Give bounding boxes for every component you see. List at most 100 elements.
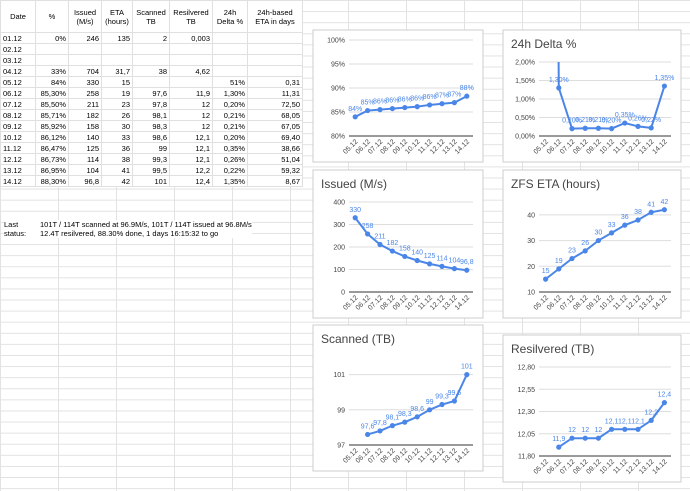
header-cell: Resilvered TB [169,0,213,33]
data-label: 87% [447,92,461,99]
chart: Issued (M/s)010020030040005.1206.1207.12… [312,169,484,319]
point [389,248,395,254]
chart-title: ZFS ETA (hours) [511,177,600,191]
point [377,241,383,248]
y-tick-label: 101 [333,372,345,379]
chart-title: Resilvered (TB) [511,342,594,356]
chart-frame [312,29,484,163]
point [427,102,433,108]
y-tick-label: 0 [341,290,345,297]
point [661,400,668,406]
y-tick-label: 12,80 [517,365,535,372]
point [661,207,668,213]
data-label: 258 [362,223,374,230]
line [354,217,467,272]
data-label: 86% [398,97,412,104]
y-tick-label: 0,50% [515,115,535,122]
chart-frame [312,169,484,319]
data-label: 23 [568,248,576,255]
line [354,95,468,118]
y-tick-label: 90% [331,86,345,93]
data-label: 19 [555,258,563,265]
y-tick-label: 0,00% [515,134,535,141]
data-label: 12 [568,427,576,434]
point [556,85,562,91]
data-label: 97,8 [373,420,387,427]
point [569,126,575,132]
point [635,217,641,223]
point [648,125,654,131]
data-label: 12,4 [658,392,672,399]
point [402,253,408,260]
data-label: 42 [661,199,669,206]
chart: Resilvered (TB) 11,80 12,05 12,30 12,55 12,80… [502,334,682,483]
data-label: 12,1 [618,418,632,425]
point [622,120,628,126]
row: 01.12 0% 246 135 2 0,003 [0,32,303,44]
data-label: 330 [349,207,361,214]
point [414,414,420,420]
data-label: 114 [436,255,447,262]
chart-title: Issued (M/s) [321,177,387,191]
y-tick-label: 30 [527,238,535,245]
point [389,105,395,112]
data-label: 0,20% [602,118,622,125]
point [414,104,420,110]
y-tick-label: 300 [333,222,345,229]
point [451,266,457,272]
data-label: 158 [399,245,411,252]
point [648,417,654,423]
point [451,398,457,404]
data-label: 86% [373,99,387,106]
data-label: 104 [449,258,461,265]
point [365,231,371,237]
data-label: 0,22% [641,117,661,124]
data-label: 12,2 [644,409,658,416]
point [661,83,668,89]
point [582,125,588,131]
row: 03.12 [0,54,303,66]
row: 13.12 86,95% 104 41 99,5 12,2 0,22% 59,32 [0,164,303,176]
point [622,222,628,228]
data-label: 26 [581,240,589,247]
data-label: 38 [634,209,642,216]
y-tick-label: 85% [331,110,345,117]
header-cell: Date [0,0,36,33]
point [582,248,588,254]
data-label: 96,8 [460,259,474,266]
data-label: 30 [595,230,603,237]
data-label: 0,21% [575,117,595,124]
point [648,209,654,215]
chart: ZFS ETA (hours)1020304005.1206.1207.1208… [502,169,682,319]
data-label: 33 [608,222,616,229]
point [556,266,562,272]
chart-title: Scanned (TB) [321,332,395,346]
data-label: 1,30% [549,77,569,84]
chart: 80%85%90%95%100%05.1206.1207.1208.1209.1… [312,29,484,163]
data-label: 12,1 [605,418,619,425]
cell: 8,67 [247,175,303,187]
data-label: 85% [361,100,375,107]
chart-frame [502,169,682,319]
y-tick-label: 200 [333,245,345,252]
y-tick-label: 95% [331,62,345,69]
point [377,428,383,434]
data-label: 98,1 [386,415,400,422]
chart: Scanned (TB)979910105.1206.1207.1208.120… [312,324,484,472]
header-cell: 24h-based ETA in days [247,0,303,33]
y-tick-label: 12,05 [517,431,535,438]
y-tick-label: 40 [527,212,535,219]
point [635,123,641,129]
chart-frame [312,324,484,472]
line [557,62,666,130]
line [544,208,665,280]
y-tick-label: 99 [337,407,345,414]
data-label: 86% [410,96,424,103]
data-label: 101 [461,364,473,371]
data-label: 12 [581,427,589,434]
row: 05.12 84% 330 15 51% 0,31 [0,76,303,88]
cell: 14.12 [0,175,36,187]
point [402,419,408,425]
